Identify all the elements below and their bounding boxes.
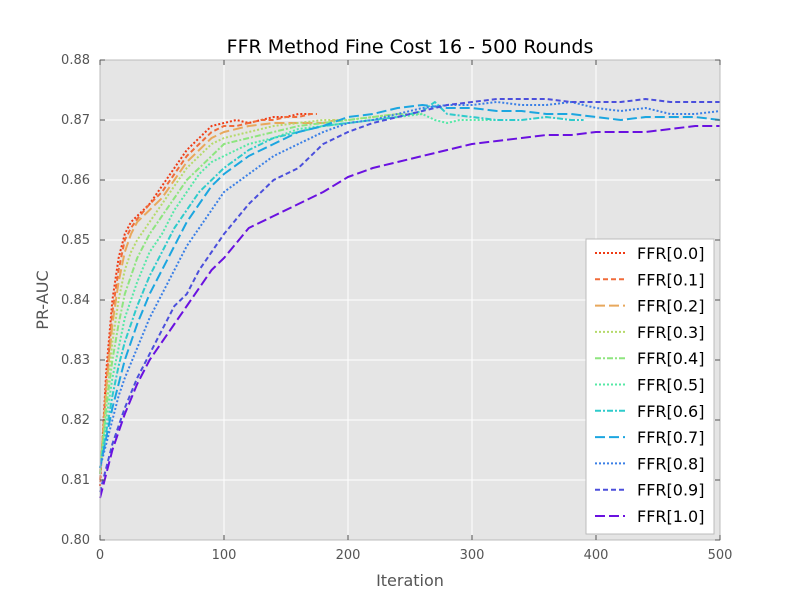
- chart-title: FFR Method Fine Cost 16 - 500 Rounds: [227, 36, 594, 58]
- series-layer: [99, 98, 721, 499]
- series-line: [99, 113, 398, 475]
- y-tick-label: 0.83: [61, 353, 90, 368]
- series-line: [99, 104, 721, 469]
- legend-label: FFR[0.6]: [637, 402, 704, 421]
- legend-label: FFR[0.0]: [637, 244, 704, 263]
- x-tick-label: 100: [212, 548, 237, 563]
- y-tick-label: 0.81: [61, 473, 90, 488]
- legend-label: FFR[0.9]: [637, 481, 704, 500]
- legend-items: FFR[0.0] FFR[0.1] FFR[0.2] FFR[0.3] FFR[0.4]…: [595, 244, 704, 526]
- series-line: [99, 119, 336, 475]
- y-tick-label: 0.84: [61, 293, 90, 308]
- y-tick-label: 0.80: [61, 533, 90, 548]
- legend-label: FFR[0.5]: [637, 376, 704, 395]
- x-tick-label: 400: [584, 548, 609, 563]
- legend-label: FFR[0.1]: [637, 270, 704, 289]
- legend-label: FFR[1.0]: [637, 507, 704, 526]
- legend-label: FFR[0.2]: [637, 297, 704, 316]
- series-line: [99, 101, 584, 469]
- legend-label: FFR[0.7]: [637, 428, 704, 447]
- x-tick-label: 0: [96, 548, 104, 563]
- tick-layer: 0 100 200 300 400 500 0.80 0.81 0.82 0.83 0.84 0.85…: [61, 53, 732, 563]
- series-line: [99, 113, 317, 481]
- legend-box: [585, 238, 715, 535]
- y-tick-label: 0.85: [61, 233, 90, 248]
- y-axis-label: PR-AUC: [33, 270, 52, 329]
- series-line: [99, 113, 497, 469]
- y-tick-label: 0.87: [61, 113, 90, 128]
- x-tick-label: 200: [336, 548, 361, 563]
- y-tick-label: 0.86: [61, 173, 90, 188]
- y-tick-label: 0.82: [61, 413, 90, 428]
- legend-label: FFR[0.8]: [637, 454, 704, 473]
- y-tick-label: 0.88: [61, 53, 90, 68]
- x-tick-label: 300: [460, 548, 485, 563]
- legend-label: FFR[0.3]: [637, 323, 704, 342]
- legend: FFR[0.0] FFR[0.1] FFR[0.2] FFR[0.3] FFR[0.4]…: [585, 238, 715, 535]
- x-axis-label: Iteration: [376, 571, 444, 590]
- x-tick-label: 500: [708, 548, 733, 563]
- series-line: [99, 125, 720, 499]
- series-line: [99, 101, 721, 469]
- series-line: [99, 98, 720, 493]
- legend-label: FFR[0.4]: [637, 349, 704, 368]
- series-line: [99, 113, 311, 487]
